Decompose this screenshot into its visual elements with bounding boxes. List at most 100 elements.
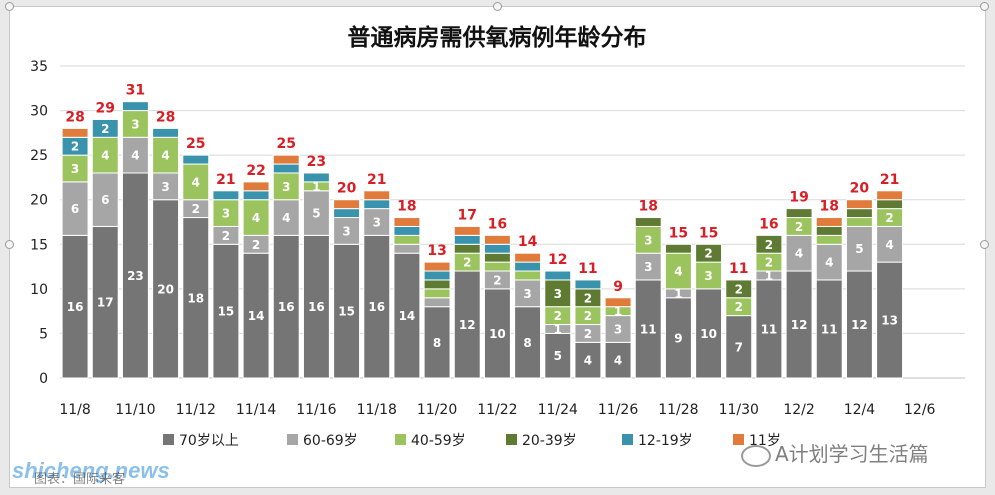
- segment-label: 14: [248, 309, 265, 323]
- bar-segment: [695, 243, 723, 263]
- bar-segment: [363, 199, 391, 210]
- bar-segment: [91, 225, 119, 379]
- y-tick-label: 0: [39, 371, 48, 387]
- bar-segment: [483, 252, 511, 263]
- segment-label: 1: [765, 269, 773, 283]
- segment-label: 3: [704, 269, 712, 283]
- bar-segment: [61, 127, 89, 138]
- segment-label: 2: [222, 229, 230, 243]
- bar-segment: [453, 234, 481, 245]
- bar-segment: [423, 288, 451, 299]
- segment-label: 10: [489, 327, 506, 341]
- segment-label: 2: [765, 238, 773, 252]
- resize-handle-top-left[interactable]: [5, 2, 14, 11]
- total-label: 28: [65, 109, 84, 125]
- total-label: 18: [820, 199, 839, 215]
- bar-segment: [182, 154, 210, 165]
- bar-segment: [333, 199, 361, 210]
- segment-label: 12: [459, 318, 476, 332]
- bar-segment: [664, 252, 692, 290]
- bar-segment: [182, 163, 210, 201]
- bar-segment: [302, 172, 330, 183]
- bar-segment: [634, 217, 662, 227]
- wechat-account-name: A计划学习生活篇: [775, 442, 929, 466]
- bar-segment: [514, 252, 542, 263]
- bar-segment: [121, 136, 149, 174]
- bar-segment: [876, 225, 904, 263]
- y-tick-label: 5: [39, 326, 48, 342]
- segment-label: 1: [554, 322, 562, 336]
- total-label: 18: [639, 199, 658, 215]
- resize-handle-top-center[interactable]: [493, 2, 502, 11]
- bar-segment: [61, 181, 89, 236]
- x-tick-label: 11/28: [658, 402, 698, 418]
- bar-segment: [604, 315, 632, 343]
- segment-label: 2: [101, 122, 109, 136]
- segment-label: 2: [795, 220, 803, 234]
- total-label: 13: [427, 243, 446, 259]
- segment-label: 3: [282, 180, 290, 194]
- bar-segment: [755, 279, 783, 379]
- segment-label: 2: [493, 273, 501, 287]
- bar-segment: [423, 261, 451, 272]
- bar-segment: [574, 279, 602, 290]
- legend-swatch: [395, 434, 406, 445]
- bar-segment: [152, 172, 180, 201]
- segment-label: 5: [554, 349, 562, 363]
- x-tick-label: 11/20: [417, 402, 457, 418]
- bar-segment: [785, 208, 813, 219]
- bar-segment: [725, 279, 753, 299]
- chart-title: 普通病房需供氧病例年龄分布: [348, 24, 647, 51]
- segment-label: 4: [131, 149, 139, 163]
- segment-label: 12: [851, 318, 868, 332]
- total-label: 15: [699, 225, 718, 241]
- wechat-account: A计划学习生活篇: [741, 438, 929, 467]
- bar-segment: [845, 208, 873, 219]
- resize-handle-middle-left[interactable]: [5, 240, 14, 249]
- x-tick-label: 12/4: [844, 402, 876, 418]
- watermark: shicheng.news: [12, 458, 170, 483]
- segment-label: 23: [127, 269, 144, 283]
- source-note: 图表：国际来客: [34, 472, 126, 487]
- segment-label: 17: [97, 296, 114, 310]
- bar-segment: [423, 306, 451, 379]
- segment-label: 13: [881, 314, 898, 328]
- segment-label: 3: [131, 117, 139, 131]
- bar-segment: [815, 279, 843, 379]
- x-tick-label: 11/26: [598, 402, 638, 418]
- segment-label: 2: [554, 309, 562, 323]
- segment-label: 9: [674, 331, 682, 345]
- segment-label: 2: [71, 140, 79, 154]
- bar-segment: [514, 270, 542, 281]
- segment-label: 2: [584, 327, 592, 341]
- segment-label: 2: [584, 309, 592, 323]
- segment-label: 4: [101, 149, 109, 163]
- bar-segment: [785, 270, 813, 379]
- total-label: 28: [156, 109, 175, 125]
- total-label: 16: [759, 216, 778, 232]
- bar-segment: [815, 234, 843, 245]
- segment-label: 4: [252, 211, 260, 225]
- segment-label: 2: [735, 300, 743, 314]
- x-tick-label: 11/12: [176, 402, 216, 418]
- y-tick-label: 30: [30, 104, 48, 120]
- total-label: 12: [548, 252, 567, 268]
- segment-label: 20: [157, 282, 174, 296]
- bar-segment: [423, 279, 451, 290]
- segment-label: 4: [885, 238, 893, 252]
- segment-label: 15: [218, 305, 235, 319]
- total-label: 21: [367, 172, 386, 188]
- segment-label: 3: [554, 287, 562, 301]
- bar-segment: [876, 261, 904, 379]
- bar-segment: [785, 234, 813, 272]
- legend-swatch: [287, 434, 298, 445]
- resize-handle-top-right[interactable]: [980, 2, 989, 11]
- bar-segment: [61, 154, 89, 183]
- segment-label: 12: [791, 318, 808, 332]
- bar-segment: [815, 217, 843, 227]
- resize-handle-middle-right[interactable]: [980, 240, 989, 249]
- bar-segment: [212, 190, 240, 201]
- bar-segment: [61, 234, 89, 379]
- bar-segment: [393, 252, 421, 379]
- segment-label: 11: [761, 322, 778, 336]
